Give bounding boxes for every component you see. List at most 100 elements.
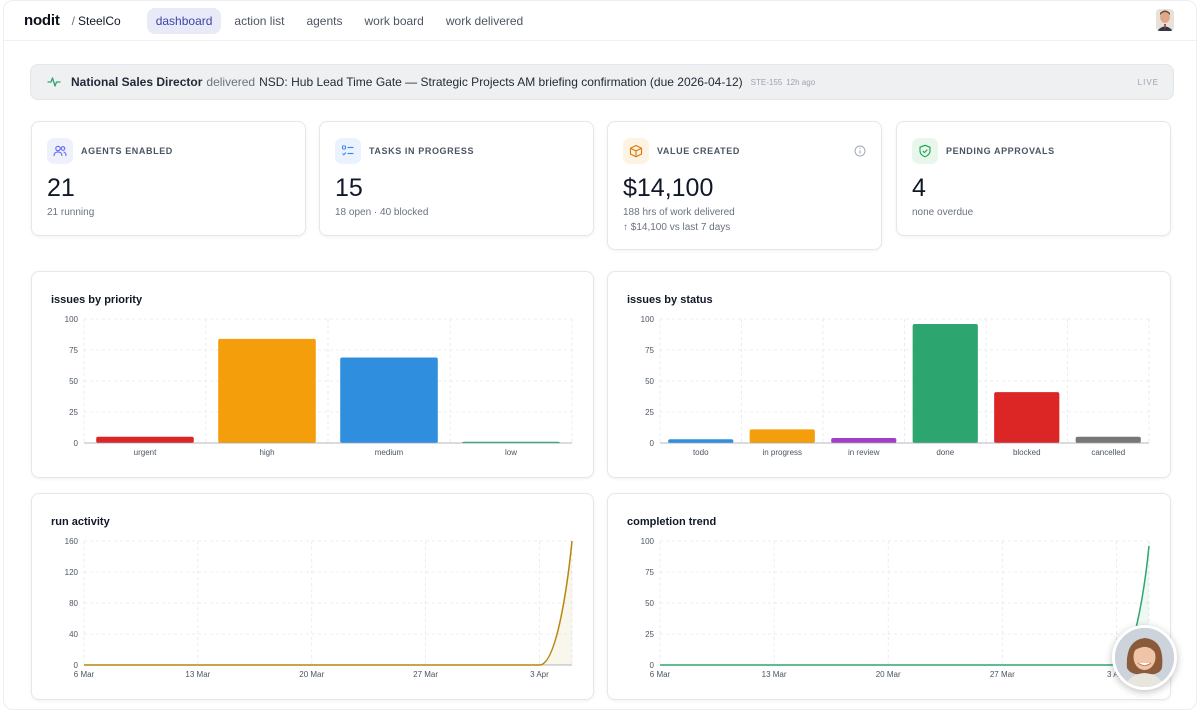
banner-verb: delivered xyxy=(206,75,256,89)
box-icon xyxy=(623,138,649,164)
tab-agents[interactable]: agents xyxy=(306,13,343,28)
y-tick-label: 75 xyxy=(69,346,78,355)
y-tick-label: 40 xyxy=(69,630,78,639)
stat-card-value[interactable]: VALUE CREATED $14,100 188 hrs of work de… xyxy=(607,121,882,250)
y-tick-label: 25 xyxy=(645,408,654,417)
stat-card-agents[interactable]: AGENTS ENABLED 21 21 running xyxy=(31,121,306,236)
live-status: LIVE xyxy=(1137,77,1159,87)
series-line xyxy=(660,545,1150,666)
bar-medium xyxy=(340,357,438,443)
x-tick-label: high xyxy=(259,448,274,457)
x-tick-label: in review xyxy=(848,448,880,457)
y-tick-label: 160 xyxy=(65,537,79,546)
y-tick-label: 0 xyxy=(650,439,655,448)
main-nav: dashboard action list agents work board … xyxy=(146,7,533,34)
tab-work-board[interactable]: work board xyxy=(364,13,424,28)
x-tick-label: 13 Mar xyxy=(185,670,210,679)
y-tick-label: 120 xyxy=(65,568,79,577)
series-line xyxy=(84,540,573,666)
tab-action-list[interactable]: action list xyxy=(234,13,285,28)
bar-done xyxy=(912,323,978,443)
assistant-avatar-button[interactable] xyxy=(1112,625,1177,690)
banner-actor: National Sales Director xyxy=(71,75,203,89)
org-name: SteelCo xyxy=(78,13,121,28)
stat-card-tasks[interactable]: TASKS IN PROGRESS 15 18 open · 40 blocke… xyxy=(319,121,594,236)
bar-cancelled xyxy=(1075,436,1141,443)
chart-title: issues by status xyxy=(627,294,713,306)
y-tick-label: 50 xyxy=(645,377,654,386)
users-icon xyxy=(47,138,73,164)
chart-card-issues-by-priority: issues by priority 0 25 50 75 100 urgent high m… xyxy=(31,271,594,478)
x-tick-label: urgent xyxy=(134,448,157,457)
x-tick-label: medium xyxy=(375,448,404,457)
x-tick-label: blocked xyxy=(1013,448,1041,457)
banner-message: NSD: Hub Lead Time Gate — Strategic Proj… xyxy=(259,75,743,89)
stat-subtext: 21 running xyxy=(47,207,95,218)
stat-subtext: 18 open · 40 blocked xyxy=(335,207,429,218)
x-tick-label: 27 Mar xyxy=(990,670,1015,679)
y-tick-label: 0 xyxy=(74,439,79,448)
checklist-icon xyxy=(335,138,361,164)
top-navigation-bar: nodit / SteelCo dashboard action list age… xyxy=(4,1,1196,41)
issues-by-priority-chart: 0 25 50 75 100 urgent high medium low xyxy=(65,315,573,457)
bar-in-progress xyxy=(749,429,815,443)
x-tick-label: 13 Mar xyxy=(762,670,787,679)
activity-banner[interactable]: National Sales Director delivered NSD: H… xyxy=(30,64,1174,100)
x-tick-label: 6 Mar xyxy=(74,670,95,679)
info-icon[interactable] xyxy=(854,145,866,157)
y-tick-label: 80 xyxy=(69,599,78,608)
y-tick-label: 75 xyxy=(645,346,654,355)
stat-subtext: none overdue xyxy=(912,207,974,218)
x-tick-label: 3 Apr xyxy=(530,670,549,679)
brand-logo[interactable]: nodit xyxy=(24,12,60,29)
y-tick-label: 75 xyxy=(645,568,654,577)
run-activity-chart: 0 40 80 120 160 6 Mar 13 Mar 20 Mar 27 Mar 3 Apr xyxy=(65,537,573,679)
shield-check-icon xyxy=(912,138,938,164)
x-tick-label: 6 Mar xyxy=(650,670,671,679)
banner-ref: STE-155 xyxy=(750,77,783,87)
banner-time: 12h ago xyxy=(786,77,816,87)
x-tick-label: 27 Mar xyxy=(413,670,438,679)
chart-title: completion trend xyxy=(627,516,717,528)
stat-card-approvals[interactable]: PENDING APPROVALS 4 none overdue xyxy=(896,121,1171,236)
stat-label: AGENTS ENABLED xyxy=(81,146,173,156)
stat-trend: ↑ $14,100 vs last 7 days xyxy=(623,222,731,233)
user-avatar[interactable] xyxy=(1156,9,1174,31)
bar-high xyxy=(218,338,316,443)
stat-label: VALUE CREATED xyxy=(657,146,740,156)
y-tick-label: 100 xyxy=(65,315,79,324)
x-tick-label: done xyxy=(936,448,954,457)
stat-label: TASKS IN PROGRESS xyxy=(369,146,475,156)
bar-todo xyxy=(668,439,734,443)
stat-subtext: 188 hrs of work delivered xyxy=(623,207,735,218)
chart-title: run activity xyxy=(51,516,110,528)
stat-value: 21 xyxy=(47,174,75,202)
x-tick-label: in progress xyxy=(762,448,802,457)
y-tick-label: 25 xyxy=(69,408,78,417)
y-tick-label: 100 xyxy=(641,537,655,546)
stat-label: PENDING APPROVALS xyxy=(946,146,1055,156)
y-tick-label: 50 xyxy=(69,377,78,386)
app-window: nodit / SteelCo dashboard action list age… xyxy=(3,0,1197,710)
bar-urgent xyxy=(96,436,194,443)
stat-value: 15 xyxy=(335,174,363,202)
x-tick-label: cancelled xyxy=(1091,448,1125,457)
bar-blocked xyxy=(994,392,1060,443)
series-area xyxy=(660,545,1149,665)
tab-work-delivered[interactable]: work delivered xyxy=(445,13,524,28)
stat-value: 4 xyxy=(912,174,926,202)
y-tick-label: 25 xyxy=(645,630,654,639)
issues-by-status-chart: 0 25 50 75 100 todo in progress in review done bl… xyxy=(641,315,1150,457)
activity-pulse-icon xyxy=(47,77,61,87)
chart-card-issues-by-status: issues by status 0 25 50 75 100 todo in progre… xyxy=(607,271,1171,478)
y-tick-label: 0 xyxy=(650,661,655,670)
x-tick-label: 20 Mar xyxy=(876,670,901,679)
x-tick-label: todo xyxy=(693,448,709,457)
y-tick-label: 0 xyxy=(74,661,79,670)
tab-dashboard[interactable]: dashboard xyxy=(146,7,222,34)
x-tick-label: low xyxy=(505,448,517,457)
stat-value: $14,100 xyxy=(623,174,714,202)
bar-in-review xyxy=(831,438,897,443)
org-switcher[interactable]: / SteelCo xyxy=(72,14,121,28)
